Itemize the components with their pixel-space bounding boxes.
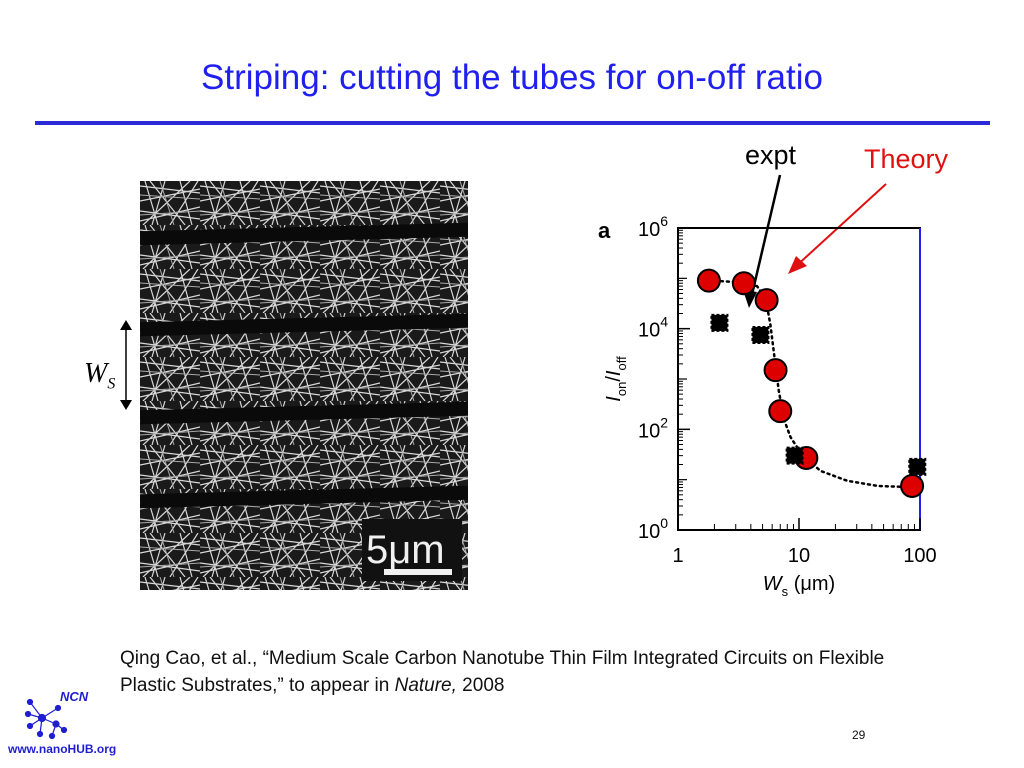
cnt-micrograph-image: 5μm <box>140 181 468 590</box>
nanohub-url: www.nanoHUB.org <box>8 742 117 756</box>
citation: Qing Cao, et al., “Medium Scale Carbon N… <box>120 648 885 696</box>
slide-title: Striping: cutting the tubes for on-off r… <box>201 58 823 97</box>
ws-label: WS <box>84 358 116 393</box>
on-off-ratio-chart: a expt Theory 1 10 100 100 102 104 106 Ws (μm) I… <box>598 140 949 599</box>
scale-bar <box>384 569 452 575</box>
theory-arrowhead <box>788 256 807 274</box>
x-tick-label: 10 <box>788 545 810 567</box>
ncn-logo-text: NCN <box>60 689 89 704</box>
theory-data-point <box>696 268 721 293</box>
theory-data-point <box>731 271 756 296</box>
y-tick-label: 102 <box>638 414 668 442</box>
theory-data-point <box>900 473 925 498</box>
theory-annotation: Theory <box>864 144 949 174</box>
expt-data-point <box>785 446 804 465</box>
theory-data-point <box>754 288 779 313</box>
y-axis-label: Ion/Ioff <box>603 356 629 402</box>
scale-bar-label: 5μm <box>366 528 445 572</box>
panel-letter: a <box>598 218 611 243</box>
x-tick-label: 100 <box>903 545 936 567</box>
expt-annotation: expt <box>745 140 797 170</box>
title-divider <box>35 121 990 125</box>
x-axis-label: Ws (μm) <box>763 573 835 599</box>
theory-data-point <box>763 358 788 383</box>
ncn-logo-icon <box>24 698 68 740</box>
stripe-gaps <box>140 222 468 509</box>
y-tick-label: 100 <box>638 515 668 543</box>
expt-data-point <box>710 313 729 332</box>
y-tick-label: 104 <box>638 314 668 342</box>
expt-data-point <box>908 457 927 476</box>
plot-area: 1 10 100 100 102 104 106 Ws (μm) Ion/Ioff <box>603 213 937 599</box>
x-tick-label: 1 <box>672 545 683 567</box>
page-number: 29 <box>852 728 866 742</box>
y-tick-label: 106 <box>638 213 668 241</box>
theory-arrow <box>793 183 887 269</box>
ws-dimension-arrow <box>120 320 132 410</box>
expt-data-point <box>751 325 770 344</box>
theory-data-point <box>768 399 793 424</box>
